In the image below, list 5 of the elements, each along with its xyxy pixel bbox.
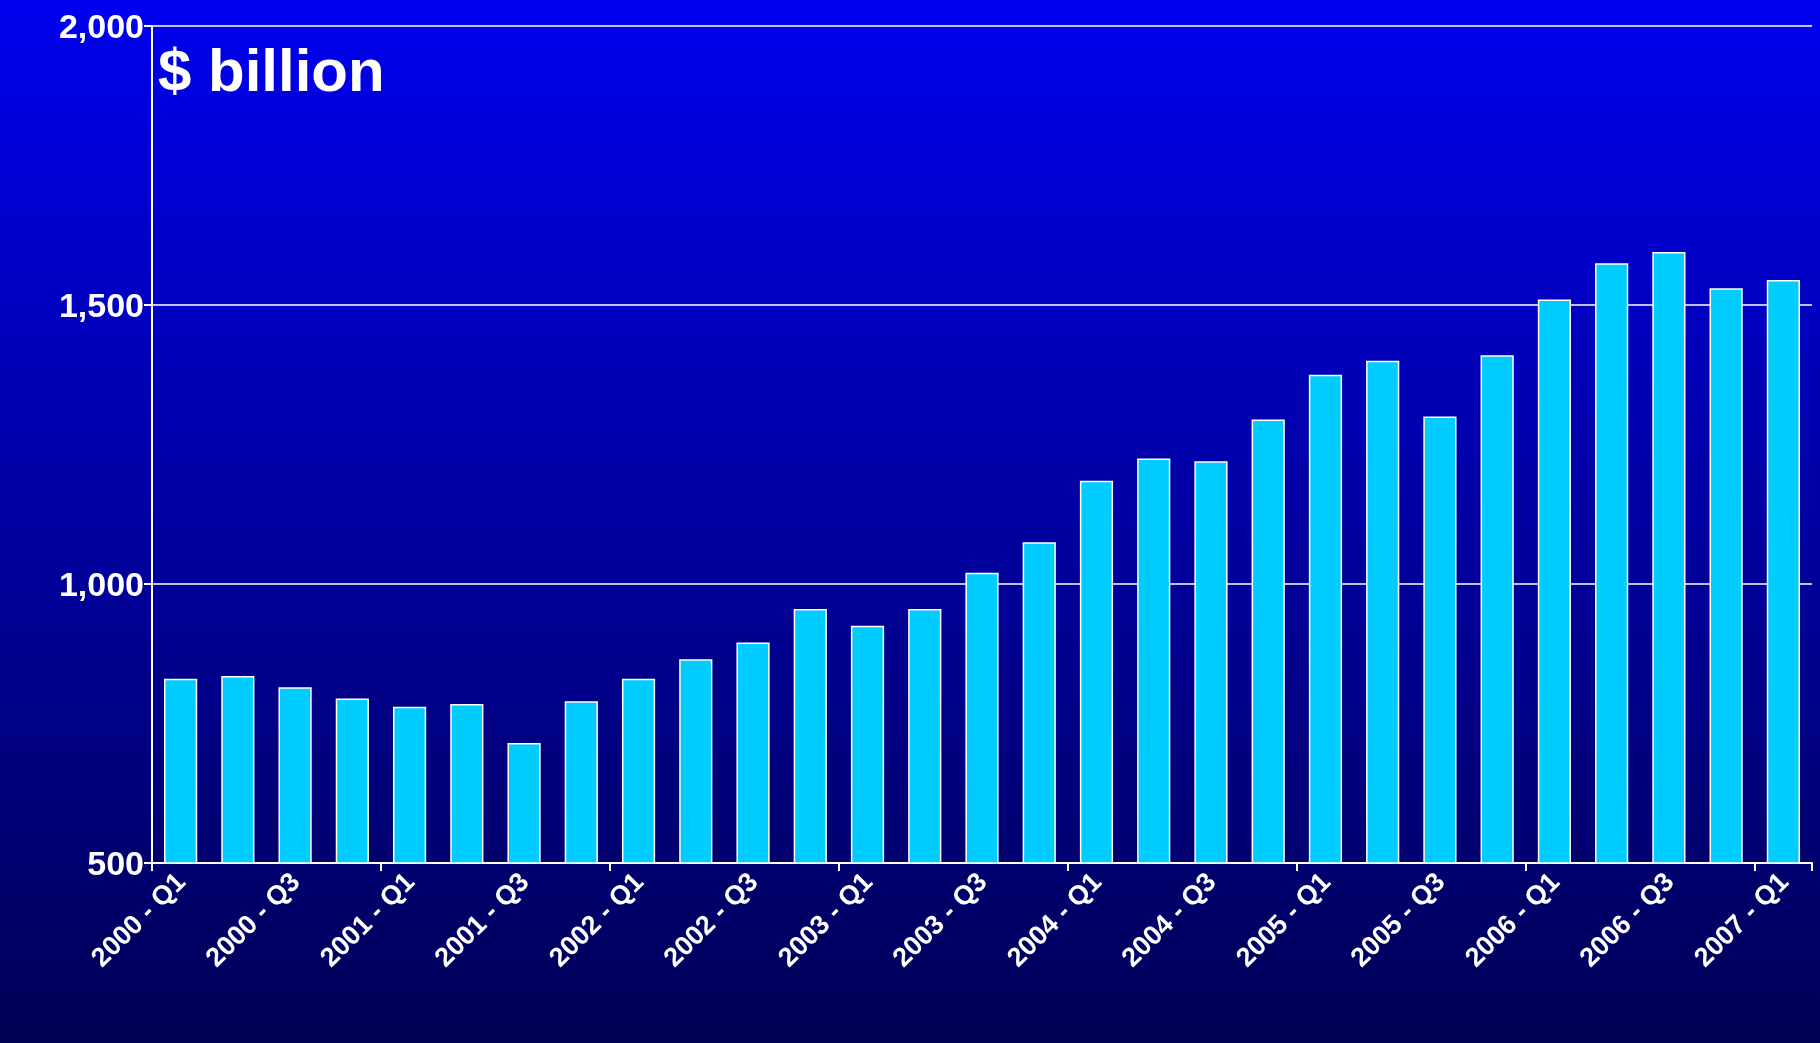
- y-axis-title: $ billion: [158, 36, 385, 104]
- y-tick-label: 1,000: [58, 565, 144, 603]
- y-tick-label: 1,500: [58, 286, 144, 324]
- y-tick-label: 500: [87, 844, 144, 882]
- y-tick-label: 2,000: [58, 7, 144, 45]
